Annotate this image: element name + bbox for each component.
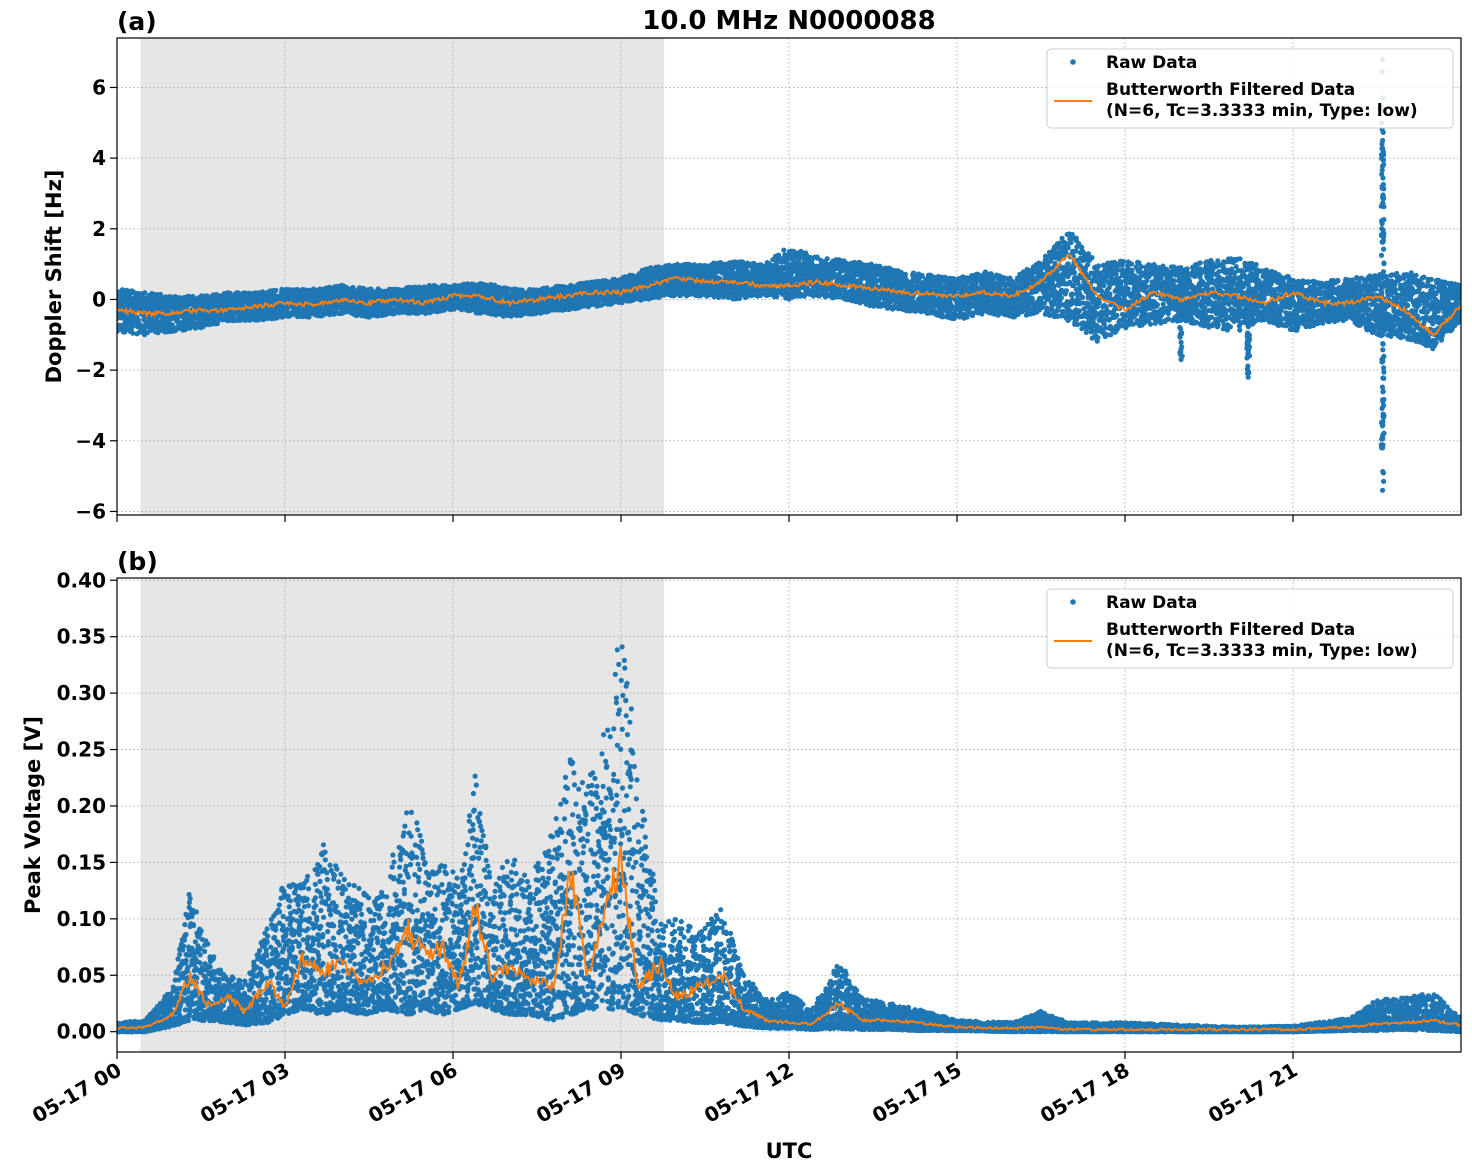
raw-data-point xyxy=(130,330,136,336)
raw-data-point xyxy=(350,285,356,291)
raw-points xyxy=(117,56,1461,493)
raw-data-point xyxy=(142,290,148,296)
raw-data-point xyxy=(204,293,210,299)
night-shade xyxy=(140,38,665,515)
raw-data-point xyxy=(119,287,126,293)
raw-data-point xyxy=(273,287,279,293)
